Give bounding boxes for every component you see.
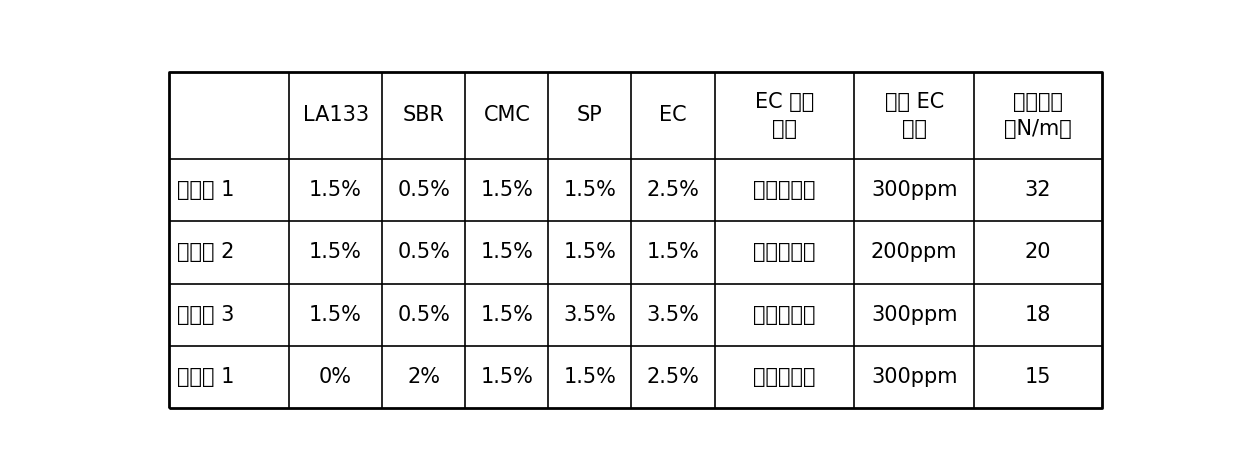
Text: 1.5%: 1.5%	[480, 180, 533, 200]
Text: 300ppm: 300ppm	[870, 305, 957, 325]
Text: 1.5%: 1.5%	[480, 367, 533, 387]
Text: 2%: 2%	[407, 367, 440, 387]
Text: 200ppm: 200ppm	[870, 243, 957, 263]
Text: CMC: CMC	[484, 105, 531, 125]
Text: 近红外干燥: 近红外干燥	[753, 367, 816, 387]
Text: 1.5%: 1.5%	[309, 180, 362, 200]
Text: 1.5%: 1.5%	[563, 243, 616, 263]
Text: 0.5%: 0.5%	[397, 180, 450, 200]
Text: 1.5%: 1.5%	[563, 180, 616, 200]
Text: 残余 EC
含量: 残余 EC 含量	[884, 92, 944, 139]
Text: 比较例 1: 比较例 1	[177, 367, 234, 387]
Text: 1.5%: 1.5%	[480, 243, 533, 263]
Text: 实施例 1: 实施例 1	[177, 180, 234, 200]
Text: 近红外干燥: 近红外干燥	[753, 305, 816, 325]
Text: 1.5%: 1.5%	[563, 367, 616, 387]
Text: 32: 32	[1024, 180, 1052, 200]
Text: 0.5%: 0.5%	[397, 305, 450, 325]
Text: 实施例 3: 实施例 3	[177, 305, 234, 325]
Text: EC: EC	[660, 105, 687, 125]
Text: 1.5%: 1.5%	[480, 305, 533, 325]
Text: 300ppm: 300ppm	[870, 367, 957, 387]
Text: SP: SP	[577, 105, 603, 125]
Text: 0%: 0%	[319, 367, 352, 387]
Text: 近红外干燥: 近红外干燥	[753, 243, 816, 263]
Text: SBR: SBR	[403, 105, 445, 125]
Text: EC 去除
方式: EC 去除 方式	[755, 92, 815, 139]
Text: 3.5%: 3.5%	[646, 305, 699, 325]
Text: 2.5%: 2.5%	[646, 367, 699, 387]
Text: 1.5%: 1.5%	[309, 243, 362, 263]
Text: LA133: LA133	[303, 105, 368, 125]
Text: 300ppm: 300ppm	[870, 180, 957, 200]
Text: 实施例 2: 实施例 2	[177, 243, 234, 263]
Text: 20: 20	[1024, 243, 1052, 263]
Text: 2.5%: 2.5%	[646, 180, 699, 200]
Text: 15: 15	[1024, 367, 1052, 387]
Text: 近红外干燥: 近红外干燥	[753, 180, 816, 200]
Text: 1.5%: 1.5%	[309, 305, 362, 325]
Text: 18: 18	[1024, 305, 1052, 325]
Text: 剥离强度
（N/m）: 剥离强度 （N/m）	[1004, 92, 1071, 139]
Text: 0.5%: 0.5%	[397, 243, 450, 263]
Text: 1.5%: 1.5%	[646, 243, 699, 263]
Text: 3.5%: 3.5%	[563, 305, 616, 325]
